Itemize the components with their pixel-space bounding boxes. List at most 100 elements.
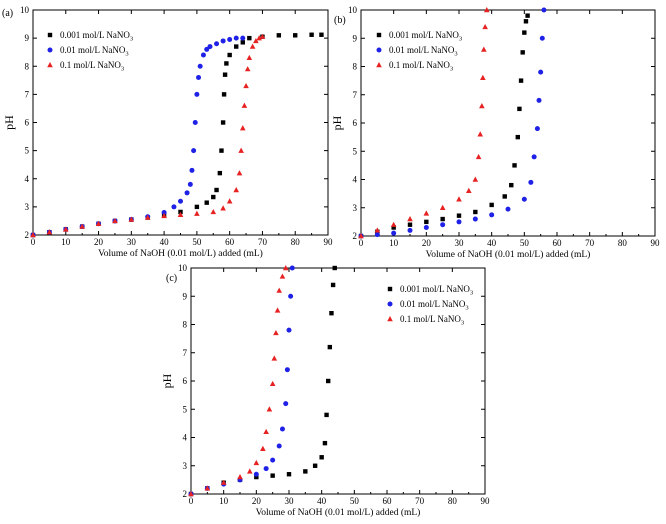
x-tick-label: 20: [94, 237, 104, 247]
data-point: [286, 327, 292, 333]
data-point: [188, 491, 194, 497]
x-tick-label: 50: [192, 237, 202, 247]
data-point: [276, 287, 282, 293]
data-point: [456, 196, 462, 202]
data-point: [217, 170, 223, 176]
data-point: [196, 75, 202, 80]
data-point: [423, 225, 429, 231]
x-tick-label: 30: [127, 237, 137, 247]
data-point: [407, 222, 413, 227]
data-point: [246, 54, 253, 61]
data-point: [270, 457, 276, 463]
data-point: [407, 227, 413, 233]
data-point: [319, 455, 324, 460]
legend-label: 0.1 mol/L NaNO3: [400, 314, 464, 327]
data-point: [233, 187, 240, 193]
legend-label: 0.1 mol/L NaNO3: [60, 60, 124, 73]
series-3: [188, 265, 289, 497]
data-point: [523, 19, 529, 24]
data-point: [332, 265, 337, 271]
data-point: [256, 35, 262, 41]
data-point: [243, 82, 249, 89]
data-point: [327, 344, 333, 350]
x-tick-label: 80: [618, 238, 628, 248]
y-tick-label: 6: [25, 118, 30, 128]
y-tick-label: 3: [183, 461, 188, 471]
data-point: [194, 91, 200, 97]
data-point: [171, 204, 177, 210]
data-point: [477, 131, 484, 137]
data-point: [489, 212, 495, 218]
y-tick-label: 10: [20, 5, 30, 15]
series-2: [358, 7, 547, 239]
data-point: [220, 479, 227, 485]
y-tick-label: 10: [178, 263, 188, 273]
data-point: [483, 7, 490, 13]
data-point: [374, 232, 380, 238]
data-point: [538, 69, 544, 75]
data-point: [481, 46, 487, 52]
data-point: [247, 468, 253, 474]
data-point: [279, 426, 285, 432]
data-point: [241, 102, 248, 108]
data-point: [322, 440, 328, 446]
panel-label: (a): [2, 8, 13, 19]
x-tick-label: 90: [324, 237, 334, 247]
data-point: [284, 367, 290, 373]
data-point: [517, 106, 522, 112]
x-axis-label: Volume of NaOH (0.01 mol/L) added (mL): [98, 248, 263, 259]
data-point: [286, 472, 292, 477]
x-tick-label: 70: [585, 238, 595, 248]
series-1: [188, 265, 337, 497]
x-tick-label: 40: [487, 238, 497, 248]
data-point: [210, 208, 217, 215]
data-point: [247, 35, 252, 41]
data-point: [253, 459, 260, 466]
data-point: [46, 229, 53, 235]
data-point: [184, 190, 190, 196]
series-3: [30, 33, 266, 238]
data-point: [515, 134, 520, 140]
data-point: [329, 311, 334, 316]
data-point: [224, 61, 229, 66]
data-point: [161, 210, 167, 215]
legend-label: 0.01 mol/L NaNO3: [60, 45, 129, 58]
y-axis-label: pH: [160, 373, 174, 388]
data-point: [271, 355, 278, 361]
data-point: [192, 120, 198, 125]
x-tick-label: 90: [651, 238, 661, 248]
data-point: [358, 233, 364, 239]
data-point: [269, 380, 276, 387]
legend: 0.001 mol/L NaNO3 0.01 mol/L NaNO3 0.1 mol…: [47, 30, 133, 73]
data-point: [456, 219, 462, 225]
data-point: [479, 103, 485, 109]
y-tick-label: 4: [353, 175, 358, 185]
y-tick-label: 2: [353, 231, 358, 241]
data-point: [303, 469, 308, 474]
legend-marker: [376, 32, 382, 38]
data-point: [279, 273, 286, 279]
data-point: [423, 210, 430, 216]
data-point: [319, 32, 324, 37]
data-point: [177, 211, 184, 217]
data-point: [237, 474, 243, 480]
data-point: [244, 66, 251, 72]
data-point: [518, 78, 524, 83]
x-tick-label: 60: [225, 237, 235, 247]
y-tick-label: 7: [25, 89, 30, 99]
y-tick-label: 9: [353, 33, 358, 43]
x-tick-label: 30: [455, 238, 465, 248]
data-point: [273, 329, 279, 336]
data-point: [293, 33, 298, 38]
y-tick-label: 3: [25, 202, 30, 212]
data-point: [219, 148, 224, 153]
x-tick-label: 20: [422, 238, 432, 248]
x-axis-label: Volume of NaOH (0.01 mol/L) added (mL): [426, 249, 591, 260]
y-tick-label: 5: [183, 404, 188, 414]
y-tick-label: 10: [348, 5, 358, 15]
data-point: [233, 35, 239, 41]
data-point: [276, 33, 282, 38]
data-point: [214, 41, 220, 47]
data-point: [528, 179, 534, 185]
data-point: [521, 196, 527, 202]
